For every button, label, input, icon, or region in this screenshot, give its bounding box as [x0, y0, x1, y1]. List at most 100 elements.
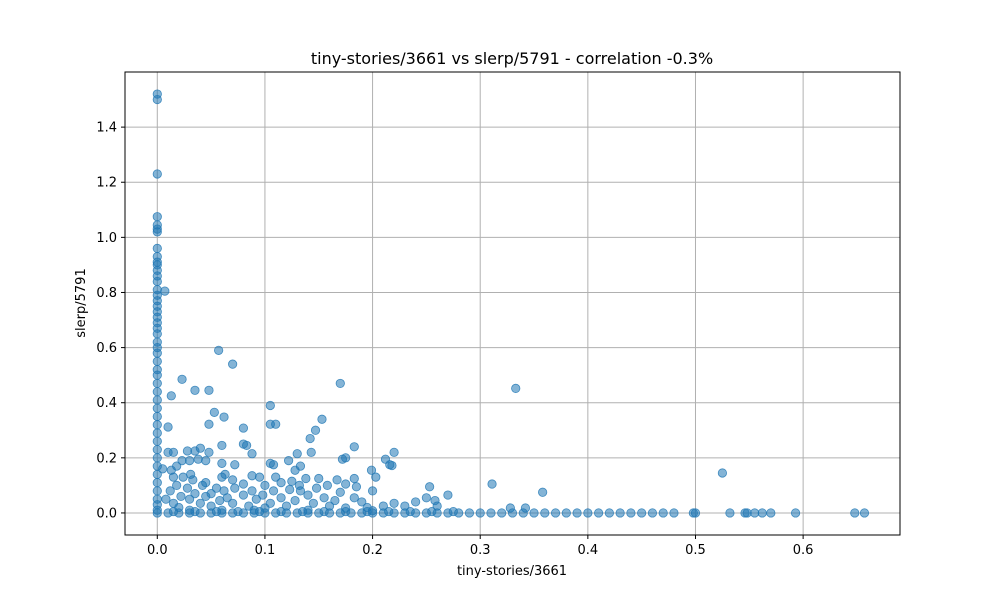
data-point	[268, 486, 279, 496]
data-point	[367, 486, 378, 496]
data-point	[152, 329, 162, 339]
data-point	[209, 407, 219, 417]
data-point	[319, 493, 329, 503]
data-point	[766, 508, 776, 518]
data-point	[308, 498, 318, 508]
data-point	[276, 506, 286, 517]
data-point	[583, 508, 593, 518]
y-tick-label: 0.4	[96, 396, 117, 411]
data-point	[717, 468, 727, 478]
data-point	[152, 411, 162, 422]
data-point	[284, 455, 294, 466]
data-point	[211, 506, 222, 517]
data-point	[152, 227, 162, 237]
data-point	[152, 276, 162, 287]
y-axis-ticks: 0.0 0.2 0.4 0.6 0.8 1.0 1.2 1.4	[96, 121, 125, 521]
plot-frame	[124, 71, 901, 536]
data-point	[160, 286, 170, 296]
data-point	[184, 455, 195, 466]
y-tick-label: 0.2	[96, 451, 117, 466]
grid	[125, 72, 900, 535]
data-point	[425, 482, 435, 492]
data-point	[168, 506, 179, 517]
data-point	[335, 487, 345, 497]
data-point	[341, 506, 351, 517]
data-point	[166, 391, 176, 401]
x-tick-label: 0.1	[255, 543, 276, 558]
data-point	[292, 449, 302, 459]
data-point	[351, 482, 362, 492]
data-point	[152, 395, 162, 405]
y-tick-label: 1.4	[96, 121, 117, 136]
data-point	[411, 497, 421, 507]
data-point	[228, 498, 238, 508]
data-point	[349, 473, 359, 484]
data-point	[230, 460, 240, 470]
data-point	[337, 454, 348, 464]
data-point	[384, 506, 394, 517]
data-point	[260, 480, 270, 490]
data-point	[594, 508, 604, 518]
data-point	[152, 348, 162, 358]
data-point	[389, 498, 399, 508]
data-point	[214, 345, 224, 355]
y-tick-label: 1.0	[96, 231, 117, 246]
data-point	[287, 476, 297, 486]
data-point	[349, 493, 359, 503]
data-point	[258, 490, 268, 500]
data-point	[177, 374, 187, 384]
data-point	[152, 243, 162, 253]
data-point	[366, 465, 377, 475]
data-point	[152, 444, 162, 455]
data-point	[217, 472, 227, 482]
y-tick-label: 0.6	[96, 341, 117, 356]
data-points	[152, 89, 870, 518]
data-point	[152, 378, 162, 389]
data-point	[228, 475, 238, 485]
data-point	[197, 480, 208, 490]
data-point	[626, 508, 636, 518]
data-point	[152, 387, 162, 397]
x-tick-label: 0.6	[793, 543, 814, 558]
data-point	[487, 479, 497, 489]
data-point	[538, 487, 548, 497]
data-point	[268, 460, 279, 470]
data-point	[230, 483, 240, 493]
data-point	[507, 508, 518, 518]
data-point	[152, 420, 162, 430]
data-point	[215, 495, 225, 506]
data-point	[190, 506, 200, 517]
data-point	[247, 471, 257, 481]
data-point	[448, 506, 458, 517]
data-point	[301, 473, 311, 484]
data-point	[238, 490, 249, 500]
data-point	[341, 479, 351, 489]
data-point	[178, 472, 188, 482]
x-tick-label: 0.3	[470, 543, 491, 558]
data-point	[725, 508, 735, 518]
data-point	[254, 506, 265, 517]
data-point	[152, 436, 162, 446]
data-point	[152, 486, 162, 496]
data-point	[285, 484, 295, 495]
data-point	[335, 378, 345, 389]
x-tick-label: 0.0	[147, 543, 168, 558]
data-point	[540, 508, 550, 518]
data-point	[349, 442, 359, 452]
data-point	[158, 464, 168, 474]
data-point	[152, 403, 162, 413]
data-point	[604, 508, 614, 518]
data-point	[443, 490, 453, 500]
data-point	[637, 508, 647, 518]
data-point	[371, 472, 381, 482]
data-point	[176, 491, 186, 502]
x-tick-label: 0.5	[685, 543, 706, 558]
data-point	[217, 440, 227, 451]
data-point	[314, 473, 324, 484]
data-point	[251, 494, 261, 504]
data-point	[615, 508, 625, 518]
data-point	[421, 493, 431, 503]
x-axis-label: tiny-stories/3661	[457, 564, 567, 579]
y-tick-label: 0.0	[96, 506, 117, 521]
